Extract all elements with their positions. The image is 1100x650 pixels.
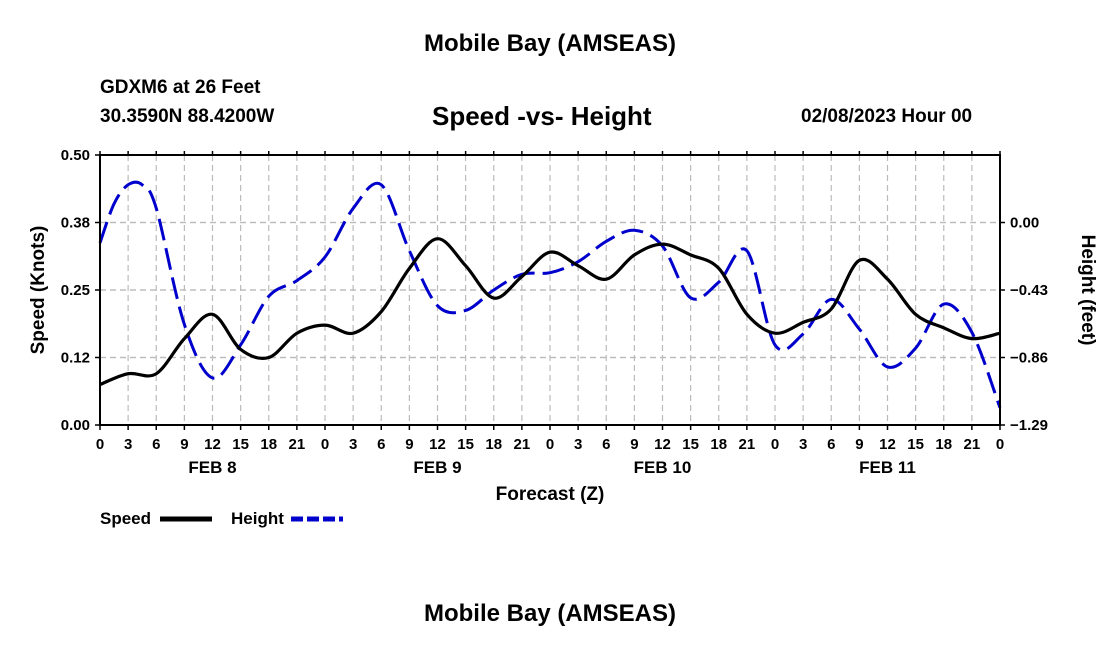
chart-subtitle: Speed -vs- Height bbox=[432, 101, 652, 131]
axis-ticks: 0 3 6 9 12 15 18 21 0 3 6 9 12 15 18 21 0 3 6 9 12 15 18 21 0 3 6 9… bbox=[61, 147, 1048, 477]
x-axis-label: Forecast (Z) bbox=[496, 484, 605, 505]
x-tick-label: 6 bbox=[827, 436, 835, 453]
x-tick-label: 9 bbox=[180, 436, 188, 453]
x-tick-label: 18 bbox=[710, 436, 727, 453]
grid bbox=[100, 155, 1000, 426]
x-tick-label: 15 bbox=[457, 436, 474, 453]
y-axis-left-label: Speed (Knots) bbox=[28, 226, 49, 355]
x-tick-label: 12 bbox=[654, 436, 671, 453]
y-right-tick-label: −1.29 bbox=[1010, 417, 1048, 434]
legend-height-label: Height bbox=[231, 509, 284, 528]
y-left-tick-label: 0.00 bbox=[61, 417, 90, 434]
x-tick-label: 6 bbox=[377, 436, 385, 453]
y-axis-right-label: Height (feet) bbox=[1077, 235, 1098, 346]
x-tick-label: 0 bbox=[996, 436, 1004, 453]
x-tick-label: 3 bbox=[124, 436, 132, 453]
x-tick-label: 3 bbox=[574, 436, 582, 453]
y-left-tick-label: 0.12 bbox=[61, 350, 90, 367]
x-tick-label: 12 bbox=[879, 436, 896, 453]
x-tick-label: 15 bbox=[232, 436, 249, 453]
x-tick-label: 9 bbox=[855, 436, 863, 453]
x-tick-label: 6 bbox=[602, 436, 610, 453]
x-tick-label: 21 bbox=[739, 436, 756, 453]
station-coords: 30.3590N 88.4200W bbox=[100, 106, 275, 127]
x-tick-label: 9 bbox=[405, 436, 413, 453]
x-tick-label: 18 bbox=[260, 436, 277, 453]
x-tick-label: 3 bbox=[799, 436, 807, 453]
x-tick-label: 0 bbox=[321, 436, 329, 453]
x-tick-label: 6 bbox=[152, 436, 160, 453]
station-label: GDXM6 at 26 Feet bbox=[100, 77, 261, 98]
x-day-label: FEB 11 bbox=[859, 458, 916, 477]
x-tick-label: 3 bbox=[349, 436, 357, 453]
x-tick-label: 18 bbox=[935, 436, 952, 453]
x-tick-label: 15 bbox=[682, 436, 699, 453]
chart-title: Mobile Bay (AMSEAS) bbox=[423, 30, 677, 57]
forecast-datetime: 02/08/2023 Hour 00 bbox=[801, 106, 973, 127]
y-right-tick-label: −0.43 bbox=[1010, 282, 1048, 299]
x-tick-label: 9 bbox=[630, 436, 638, 453]
x-tick-label: 0 bbox=[96, 436, 104, 453]
x-day-label: FEB 8 bbox=[188, 458, 236, 477]
x-tick-label: 21 bbox=[514, 436, 531, 453]
x-tick-label: 12 bbox=[204, 436, 221, 453]
y-right-tick-label: −0.86 bbox=[1010, 350, 1048, 367]
x-tick-label: 15 bbox=[907, 436, 924, 453]
y-left-tick-label: 0.50 bbox=[61, 147, 90, 164]
x-tick-label: 0 bbox=[546, 436, 554, 453]
x-tick-label: 18 bbox=[485, 436, 502, 453]
x-day-label: FEB 10 bbox=[634, 458, 692, 477]
y-right-tick-label: 0.00 bbox=[1010, 215, 1039, 232]
y-left-tick-label: 0.25 bbox=[61, 282, 90, 299]
height-series-line bbox=[98, 180, 1002, 409]
x-tick-label: 12 bbox=[429, 436, 446, 453]
speed-series-line bbox=[99, 237, 1001, 386]
series-layer bbox=[98, 180, 1002, 409]
y-left-tick-label: 0.38 bbox=[61, 215, 90, 232]
footer-title: Mobile Bay (AMSEAS) bbox=[423, 600, 677, 627]
speed-height-chart: 0 3 6 9 12 15 18 21 0 3 6 9 12 15 18 21 0 3 6 9 12 15 18 21 0 3 6 9… bbox=[28, 147, 1098, 522]
x-tick-label: 21 bbox=[964, 436, 981, 453]
x-tick-label: 0 bbox=[771, 436, 779, 453]
x-tick-label: 21 bbox=[289, 436, 306, 453]
legend-speed-label: Speed bbox=[100, 509, 152, 528]
x-day-label: FEB 9 bbox=[413, 458, 461, 477]
